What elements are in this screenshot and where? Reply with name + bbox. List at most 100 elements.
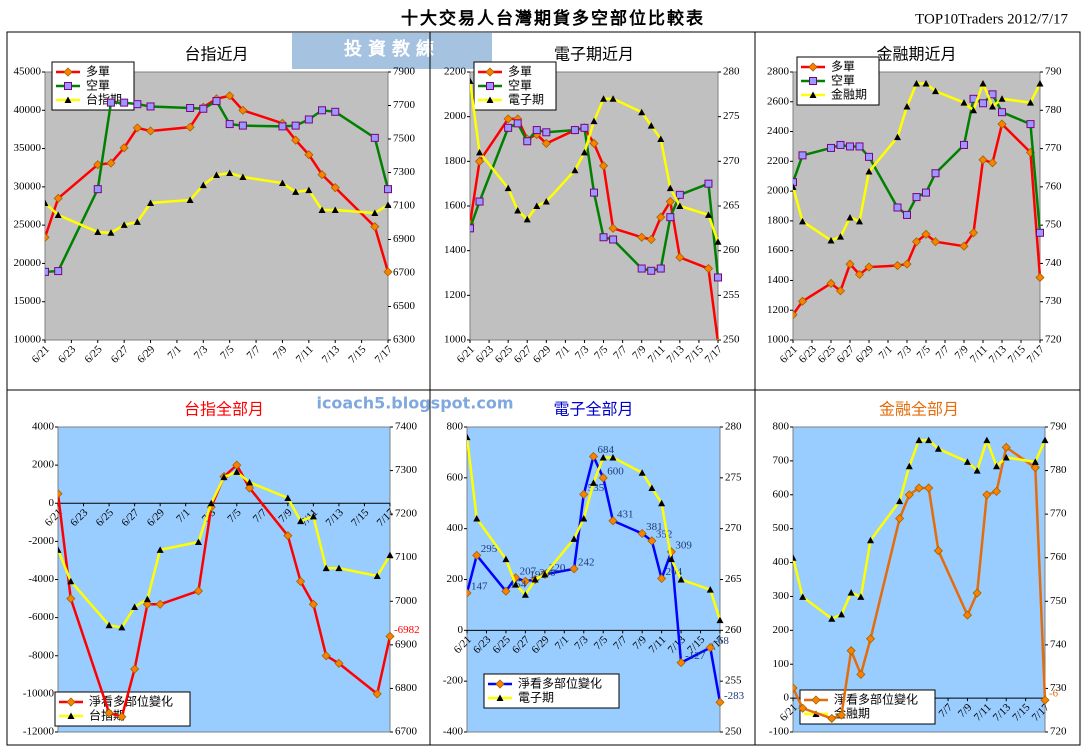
marker [45, 232, 50, 242]
marker [45, 267, 49, 276]
marker [998, 108, 1006, 117]
y-tick-label: 800 [447, 421, 464, 433]
x-tick-label: 7/11 [968, 343, 990, 365]
x-tick-label: 7/11 [294, 343, 316, 365]
marker [988, 90, 997, 99]
page-title: 十大交易人台灣期貨多空部位比較表 [401, 8, 705, 28]
marker [193, 586, 204, 596]
y2-tick-label: 265 [723, 200, 740, 212]
y-tick-label: 600 [773, 488, 790, 500]
series [793, 79, 1044, 244]
marker [305, 186, 313, 194]
outer-frame [6, 31, 1081, 746]
y-tick-label: 600 [447, 471, 464, 483]
marker [808, 62, 818, 72]
y2-tick-label: 280 [723, 66, 740, 78]
marker [798, 703, 808, 713]
marker [1036, 79, 1044, 87]
marker [284, 494, 292, 502]
marker [291, 135, 301, 145]
marker [523, 137, 532, 146]
marker [598, 473, 608, 483]
marker [292, 188, 300, 195]
marker [979, 79, 987, 87]
marker [675, 252, 685, 262]
marker [932, 87, 939, 95]
data-label: 242 [578, 556, 595, 568]
y2-tick-label: 790 [1050, 421, 1067, 433]
marker [856, 669, 866, 679]
marker [318, 206, 326, 214]
marker [589, 138, 599, 149]
marker [846, 213, 854, 221]
marker [53, 193, 63, 203]
marker [541, 570, 549, 578]
y2-tick-label: 7100 [393, 200, 416, 212]
marker [104, 708, 114, 718]
chart-title: 金融全部月 [879, 400, 959, 419]
y2-tick-label: 7300 [395, 464, 418, 476]
y-tick-label: 700 [773, 454, 790, 466]
y-tick-label: -200 [443, 675, 464, 687]
y-tick-label: 100 [773, 658, 790, 670]
marker [186, 196, 194, 203]
y-tick-label: 200 [773, 624, 790, 636]
marker [521, 591, 529, 598]
marker [793, 554, 797, 561]
marker [921, 229, 931, 239]
marker [703, 263, 714, 274]
marker [474, 156, 485, 166]
marker [579, 489, 589, 499]
marker [715, 697, 725, 707]
marker [828, 615, 836, 622]
marker [637, 264, 646, 273]
marker [647, 536, 657, 546]
marker [244, 483, 255, 493]
marker [1002, 454, 1010, 461]
marker [598, 161, 609, 171]
marker [590, 117, 598, 125]
marker [608, 223, 618, 233]
marker [185, 122, 195, 132]
marker [913, 79, 920, 87]
marker [117, 712, 127, 722]
x-tick-label: 7/13 [664, 343, 687, 366]
marker [960, 99, 968, 106]
marker [486, 82, 494, 90]
y2-tick-label: 7000 [395, 595, 418, 607]
x-tick-label: 6/25 [493, 343, 516, 366]
marker [495, 679, 505, 689]
marker [675, 190, 684, 199]
x-tick-label: 6/29 [135, 343, 158, 366]
marker [799, 217, 806, 225]
marker [570, 126, 579, 135]
marker [930, 237, 941, 247]
x-tick-label: 7/11 [646, 343, 668, 365]
data-label: -6 [1049, 688, 1059, 700]
legend-label: 台指期 [86, 92, 122, 107]
logo-box [292, 33, 492, 69]
y-tick-label: 25000 [14, 219, 42, 231]
legend-label: 淨看多部位變化 [89, 694, 173, 709]
marker [667, 555, 675, 563]
marker [486, 96, 494, 103]
marker [714, 238, 722, 245]
marker [922, 188, 930, 197]
marker [58, 546, 62, 553]
plot-area [792, 426, 1046, 733]
y2-tick-label: 6700 [393, 267, 416, 279]
marker [385, 631, 395, 641]
marker [793, 310, 798, 320]
marker [467, 433, 471, 441]
chart-title: 金融期近月 [876, 45, 956, 64]
marker [706, 586, 714, 593]
y2-tick-label: 6900 [395, 638, 418, 650]
marker [865, 634, 876, 644]
marker [238, 105, 248, 115]
y2-tick-label: 270 [723, 155, 740, 167]
marker [1031, 458, 1039, 465]
y2-tick-label: 250 [725, 726, 742, 738]
y-tick-label: 1400 [767, 274, 790, 286]
x-tick-label: 7/3 [192, 343, 211, 362]
marker [120, 221, 128, 228]
